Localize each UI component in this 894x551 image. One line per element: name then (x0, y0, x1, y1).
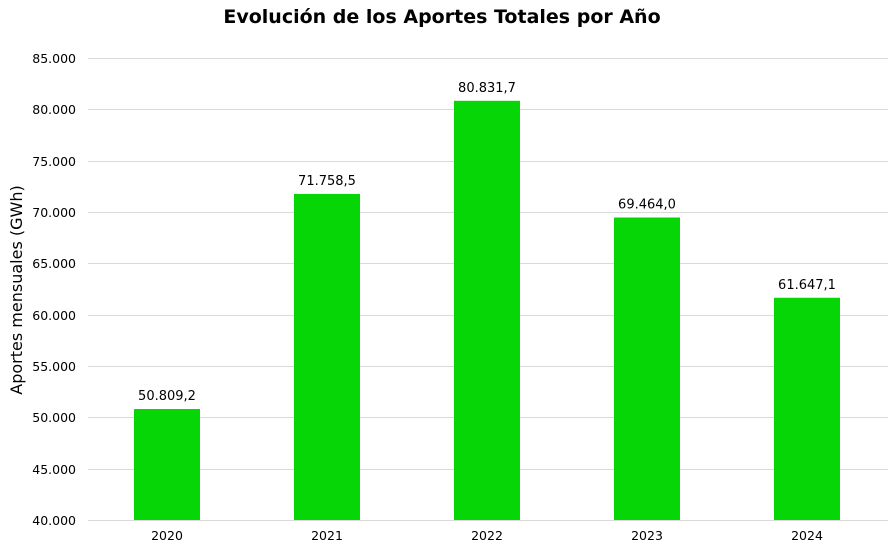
y-tick-label: 45.000 (32, 462, 76, 477)
data-label: 71.758,5 (298, 174, 356, 189)
data-label: 80.831,7 (458, 81, 516, 96)
bar-2023 (614, 217, 680, 520)
y-tick-label: 70.000 (32, 205, 76, 220)
x-tick-label: 2020 (151, 528, 183, 543)
x-tick-label: 2021 (311, 528, 343, 543)
bar-2020 (134, 409, 200, 520)
y-axis-ticks: 40.000 45.000 50.000 55.000 60.000 65.000 70.0… (32, 51, 76, 528)
y-axis-label: Aportes mensuales (GWh) (7, 185, 26, 394)
data-labels: 50.809,2 71.758,5 80.831,7 69.464,0 61.647,1 (138, 81, 836, 404)
y-tick-label: 80.000 (32, 102, 76, 117)
y-tick-label: 40.000 (32, 513, 76, 528)
y-tick-label: 65.000 (32, 256, 76, 271)
y-tick-label: 55.000 (32, 359, 76, 374)
x-axis-ticks: 2020 2021 2022 2023 2024 (151, 528, 823, 543)
data-label: 50.809,2 (138, 389, 196, 404)
x-tick-label: 2022 (471, 528, 503, 543)
bars (134, 100, 840, 521)
y-tick-label: 60.000 (32, 308, 76, 323)
y-tick-label: 50.000 (32, 410, 76, 425)
x-tick-label: 2024 (791, 528, 823, 543)
bar-2021 (294, 193, 360, 521)
chart-title: Evolución de los Aportes Totales por Año (223, 6, 660, 28)
bar-2024 (774, 297, 840, 520)
data-label: 61.647,1 (778, 278, 836, 293)
data-label: 69.464,0 (618, 198, 676, 213)
y-tick-label: 85.000 (32, 51, 76, 66)
y-tick-label: 75.000 (32, 154, 76, 169)
x-tick-label: 2023 (631, 528, 663, 543)
bar-2022 (454, 100, 520, 520)
